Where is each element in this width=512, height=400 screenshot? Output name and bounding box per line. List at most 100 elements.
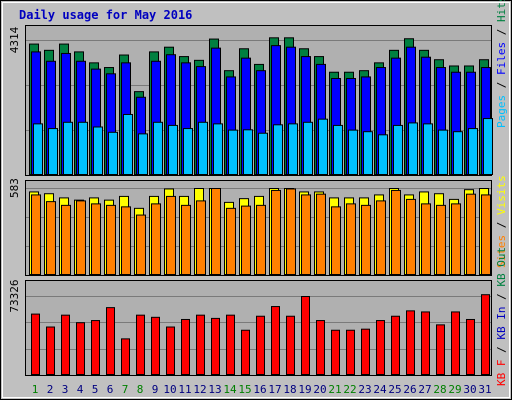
pages-bar [183, 128, 193, 175]
sites-bar [136, 214, 146, 275]
legend-pages: Pages [495, 95, 508, 128]
svg-text:KB F / KB In / KB Out: KB F / KB In / KB Out [495, 247, 508, 386]
sites-bar [76, 200, 86, 276]
pages-bar [258, 132, 268, 176]
x-tick-label: 3 [62, 383, 69, 396]
sites-bar [331, 206, 341, 275]
x-tick-label: 9 [152, 383, 159, 396]
kb-f-bar [466, 318, 475, 376]
pages-bar [318, 118, 328, 175]
sites-bar [181, 204, 191, 275]
x-tick-label: 4 [77, 383, 84, 396]
kb-f-bar [376, 320, 385, 375]
sites-bar [286, 188, 296, 275]
kb-f-bar [121, 338, 130, 375]
legend-hits: Hits [495, 0, 508, 22]
x-tick-label: 5 [92, 383, 99, 396]
sites-bar [271, 189, 281, 276]
kb-f-bar [451, 311, 460, 375]
kb-f-bar [436, 324, 445, 376]
x-tick-label: 31 [478, 383, 491, 396]
kb-f-bar [211, 317, 220, 375]
sites-bar [391, 189, 401, 276]
x-tick-label: 17 [268, 383, 281, 396]
legend-kb-in: KB In [495, 307, 508, 340]
kb-f-bar [271, 306, 280, 375]
pages-bar [123, 113, 133, 175]
sites-bar [466, 193, 476, 275]
pages-bar [33, 123, 43, 175]
x-tick-label: 22 [343, 383, 356, 396]
kb-f-bar [106, 307, 115, 375]
kb-f-bar [346, 329, 355, 376]
panel-requests: 4314 Pages / Files / Hits [8, 0, 508, 176]
panel-visitors-max-label: 583 [8, 178, 21, 198]
panel-requests-max-label: 4314 [8, 26, 21, 53]
pages-bar [453, 131, 463, 175]
pages-bar [333, 124, 343, 175]
x-tick-label: 25 [388, 383, 401, 396]
x-tick-label: 6 [107, 383, 114, 396]
kb-f-bar [286, 315, 295, 376]
kb-f-bar [316, 320, 325, 375]
pages-bar [78, 121, 88, 175]
kb-f-bar [61, 314, 70, 375]
sites-bar [61, 204, 71, 275]
legend-visits: Visits [495, 175, 508, 215]
x-tick-label: 19 [298, 383, 311, 396]
sites-bar [31, 194, 41, 275]
kb-f-bar [226, 314, 235, 375]
x-axis-day-labels: 1 2 3 4 5 6 7 8 9 10 11 12 13 14 15 16 17 18 19 20 21 22 23 24 2… [32, 383, 492, 396]
panel-traffic-legend: KB F / KB In / KB Out [495, 247, 508, 386]
panel-visitors-legend: Sites / Visits [495, 175, 508, 268]
pages-bar [228, 129, 238, 176]
pages-bar [48, 128, 58, 175]
x-tick-label: 30 [463, 383, 476, 396]
x-tick-label: 11 [178, 383, 191, 396]
svg-text:Pages / Files / Hits: Pages / Files / Hits [495, 0, 508, 128]
x-tick-label: 8 [137, 383, 144, 396]
kb-f-bar [406, 310, 415, 376]
legend-sites: Sites [495, 235, 508, 268]
pages-bar [438, 129, 448, 176]
pages-bar [213, 123, 223, 175]
kb-f-bar [166, 326, 175, 376]
x-tick-label: 24 [373, 383, 387, 396]
sites-bar [361, 204, 371, 275]
legend-separator: / [495, 215, 508, 235]
pages-bar [408, 122, 418, 175]
sites-bar [241, 205, 251, 275]
pages-bar [483, 118, 493, 175]
kb-f-bar [46, 326, 55, 376]
pages-bar [93, 126, 103, 175]
x-tick-label: 23 [358, 383, 371, 396]
kb-f-bar [391, 315, 400, 376]
sites-bar [481, 194, 491, 275]
x-tick-label: 29 [448, 383, 461, 396]
kb-f-bar [256, 315, 265, 376]
pages-bar [243, 129, 253, 175]
legend-separator: / [495, 287, 508, 307]
x-tick-label: 20 [313, 383, 326, 396]
sites-bar [106, 204, 116, 275]
kb-f-bar [361, 328, 370, 375]
kb-f-bar [31, 313, 40, 376]
kb-f-bar [481, 294, 490, 376]
x-tick-label: 7 [122, 383, 129, 396]
sites-bar [346, 203, 356, 275]
pages-bar [63, 121, 73, 175]
sites-bar [436, 204, 446, 275]
kb-f-bar [91, 320, 100, 375]
x-tick-label: 26 [403, 383, 416, 396]
kb-f-bar [151, 316, 160, 375]
pages-bar [468, 128, 478, 175]
pages-bar [108, 131, 118, 175]
legend-separator: / [495, 340, 508, 360]
pages-bar [198, 121, 208, 175]
legend-kb-out: KB Out [495, 247, 508, 287]
sites-bar [226, 207, 236, 275]
sites-bar [196, 200, 206, 276]
sites-bar [376, 200, 386, 276]
